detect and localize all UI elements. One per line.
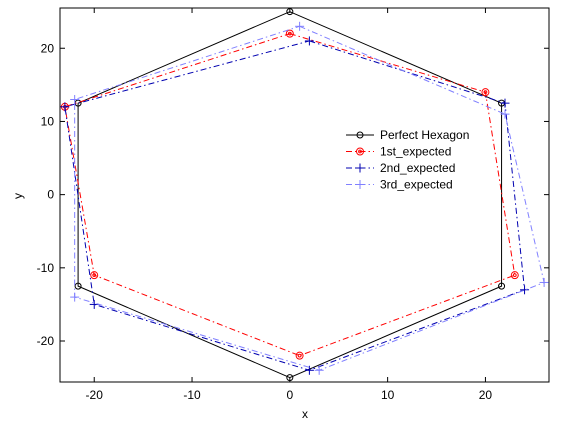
legend-entry: 2nd_expected <box>346 161 455 175</box>
data-point <box>498 282 506 290</box>
data-point <box>355 163 365 173</box>
series <box>60 29 519 360</box>
series <box>60 36 530 375</box>
x-tick-label: -10 <box>183 388 201 402</box>
series-line <box>74 25 545 371</box>
y-axis-label: y <box>11 193 25 199</box>
data-point <box>520 285 530 295</box>
plot-frame <box>59 7 550 383</box>
data-point <box>500 98 510 108</box>
legend-label: 3rd_expected <box>380 178 453 192</box>
series-line <box>64 40 526 371</box>
data-point <box>314 365 324 375</box>
x-tick-label: 20 <box>479 388 493 402</box>
series-layer <box>60 8 549 382</box>
x-tick-label: 10 <box>381 388 395 402</box>
y-tick-label: 10 <box>41 114 55 128</box>
x-tick-label: 0 <box>286 388 293 402</box>
data-point <box>356 147 364 156</box>
y-tick-label: -10 <box>37 261 55 275</box>
data-point <box>89 299 99 309</box>
data-point <box>90 271 99 280</box>
legend-label: Perfect Hexagon <box>380 128 469 142</box>
data-point <box>355 180 365 189</box>
series-line <box>64 33 516 357</box>
data-point <box>60 102 70 112</box>
x-axis-ticks: -20 -10 0 10 20 <box>86 8 493 402</box>
data-point <box>481 88 490 97</box>
data-point <box>286 374 294 382</box>
data-point <box>304 365 314 375</box>
x-axis-label: x <box>302 407 308 421</box>
legend: Perfect Hexagon 1st_expected 2nd_expected 3… <box>346 128 469 192</box>
data-point <box>356 131 364 139</box>
data-point <box>500 109 510 119</box>
y-tick-label: -20 <box>37 334 55 348</box>
y-tick-label: 20 <box>41 41 55 55</box>
data-point <box>295 21 305 31</box>
y-axis-ticks: -20 -10 0 10 20 <box>37 41 549 348</box>
legend-entry: Perfect Hexagon <box>346 128 469 142</box>
data-point <box>74 282 82 290</box>
y-tick-label: 0 <box>47 188 54 202</box>
series <box>74 8 506 382</box>
data-point <box>304 36 314 46</box>
x-tick-label: -20 <box>86 388 104 402</box>
data-point <box>295 351 304 360</box>
legend-entry: 3rd_expected <box>346 178 453 192</box>
data-point <box>285 29 294 38</box>
series-line <box>77 11 503 379</box>
data-point <box>539 277 549 287</box>
data-point <box>70 94 80 104</box>
series <box>70 21 549 375</box>
data-point <box>286 8 294 16</box>
data-point <box>510 271 519 280</box>
legend-entry: 1st_expected <box>346 145 451 159</box>
legend-label: 2nd_expected <box>380 161 455 175</box>
legend-label: 1st_expected <box>380 145 451 159</box>
data-point <box>70 292 80 302</box>
